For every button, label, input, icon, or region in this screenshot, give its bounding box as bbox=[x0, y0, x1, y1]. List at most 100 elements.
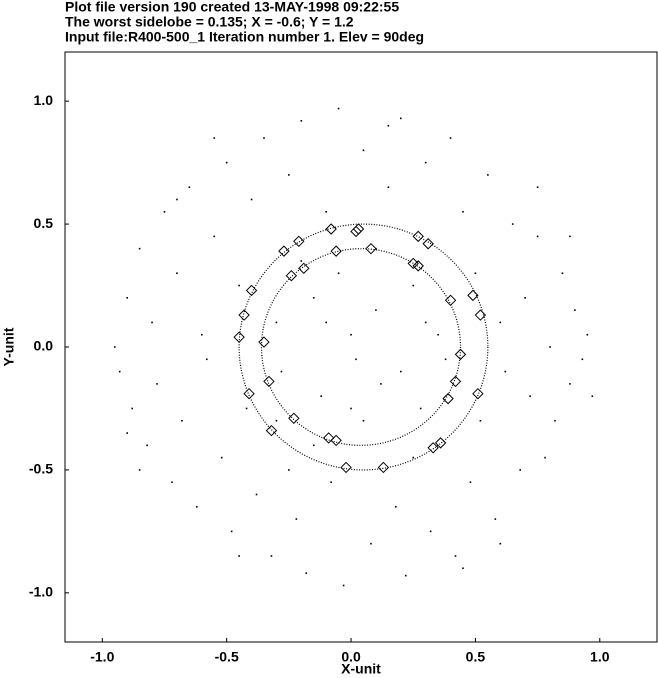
dot-marker bbox=[387, 124, 390, 127]
dot-marker bbox=[404, 574, 407, 577]
dot-marker bbox=[586, 333, 589, 336]
dot-marker bbox=[131, 407, 133, 410]
diamond-marker bbox=[350, 225, 362, 238]
x-tick-label: -1.0 bbox=[90, 649, 114, 665]
dot-marker bbox=[201, 333, 203, 336]
dot-marker bbox=[337, 107, 340, 110]
dot-marker bbox=[454, 555, 457, 557]
dot-marker bbox=[474, 272, 477, 275]
dot-marker bbox=[499, 321, 502, 324]
diamond-marker bbox=[285, 270, 298, 282]
dot-marker bbox=[250, 198, 253, 201]
diamond-marker bbox=[340, 461, 352, 474]
dot-marker bbox=[399, 117, 402, 120]
diamond-marker bbox=[434, 437, 447, 449]
y-tick-label: 0.0 bbox=[34, 338, 54, 354]
dot-marker bbox=[355, 358, 357, 361]
dot-marker bbox=[362, 149, 365, 152]
dot-marker bbox=[151, 321, 153, 324]
dot-marker bbox=[220, 456, 223, 459]
x-tick-label: 1.0 bbox=[590, 649, 610, 665]
dot-marker bbox=[395, 505, 397, 508]
dot-marker bbox=[330, 481, 332, 484]
dot-marker bbox=[462, 567, 464, 570]
title-line: Plot file version 190 created 13-MAY-199… bbox=[65, 0, 399, 15]
dot-marker bbox=[263, 137, 265, 139]
dot-marker bbox=[494, 518, 497, 520]
diamond-marker bbox=[449, 375, 462, 388]
dot-marker bbox=[213, 235, 216, 238]
x-tick-label: 0.0 bbox=[341, 649, 361, 665]
dot-marker bbox=[275, 321, 278, 324]
dot-marker bbox=[270, 555, 273, 557]
dot-marker bbox=[176, 198, 178, 201]
diamond-marker bbox=[263, 375, 275, 388]
diamond-marker bbox=[278, 245, 290, 257]
y-tick-label: 1.0 bbox=[34, 92, 54, 108]
dot-marker bbox=[387, 186, 390, 189]
diamond-marker bbox=[238, 309, 250, 321]
dot-marker bbox=[380, 383, 382, 385]
dot-marker bbox=[305, 572, 308, 574]
dot-marker bbox=[176, 272, 178, 275]
diamond-marker bbox=[233, 331, 245, 343]
dot-marker bbox=[312, 444, 315, 447]
x-axis-label: X-unit bbox=[341, 661, 381, 677]
dot-marker bbox=[437, 333, 439, 336]
dot-marker bbox=[295, 518, 298, 520]
dot-marker bbox=[275, 419, 278, 422]
diamond-marker bbox=[442, 392, 454, 405]
diamond-marker bbox=[412, 230, 424, 243]
dot-marker bbox=[536, 235, 539, 238]
dot-marker bbox=[419, 407, 422, 410]
dot-marker bbox=[462, 210, 464, 213]
dot-marker bbox=[554, 419, 556, 422]
dot-marker bbox=[424, 161, 427, 164]
dotted-circle bbox=[238, 223, 489, 471]
dot-marker bbox=[196, 505, 198, 508]
diamond-marker bbox=[422, 238, 434, 250]
diamond-marker bbox=[293, 235, 305, 247]
dot-marker bbox=[412, 284, 415, 287]
x-tick-label: -0.5 bbox=[215, 649, 239, 665]
diamond-marker bbox=[467, 289, 479, 302]
dot-marker bbox=[399, 370, 402, 373]
dot-marker bbox=[479, 419, 482, 422]
dot-marker bbox=[549, 346, 551, 348]
dot-marker bbox=[288, 469, 290, 471]
dot-marker bbox=[424, 321, 427, 324]
dot-marker bbox=[337, 272, 340, 275]
dot-marker bbox=[561, 272, 564, 275]
diamond-marker bbox=[243, 388, 255, 400]
dot-marker bbox=[163, 210, 166, 213]
dot-marker bbox=[370, 542, 372, 545]
diamond-marker bbox=[330, 434, 342, 447]
dot-marker bbox=[591, 395, 594, 397]
dot-marker bbox=[146, 444, 148, 447]
dot-marker bbox=[325, 321, 327, 324]
diamond-marker bbox=[330, 245, 342, 257]
dot-marker bbox=[188, 186, 191, 189]
diamond-marker bbox=[474, 309, 487, 321]
dot-marker bbox=[230, 530, 233, 533]
dot-marker bbox=[536, 186, 539, 189]
dot-marker bbox=[113, 346, 116, 348]
dot-marker bbox=[300, 260, 303, 262]
dot-marker bbox=[245, 407, 248, 410]
dot-marker bbox=[469, 481, 472, 484]
dot-marker bbox=[325, 210, 327, 213]
dot-marker bbox=[499, 542, 502, 545]
diamond-marker bbox=[412, 260, 424, 272]
diamond-marker bbox=[258, 336, 270, 348]
dot-marker bbox=[529, 395, 531, 397]
dot-marker bbox=[205, 358, 208, 361]
diamond-marker bbox=[265, 424, 278, 437]
diamond-marker bbox=[245, 284, 258, 297]
dot-marker bbox=[312, 297, 315, 299]
dot-marker bbox=[238, 284, 240, 287]
diamond-marker bbox=[365, 242, 377, 255]
dot-marker bbox=[444, 358, 447, 361]
dot-marker bbox=[429, 530, 432, 533]
